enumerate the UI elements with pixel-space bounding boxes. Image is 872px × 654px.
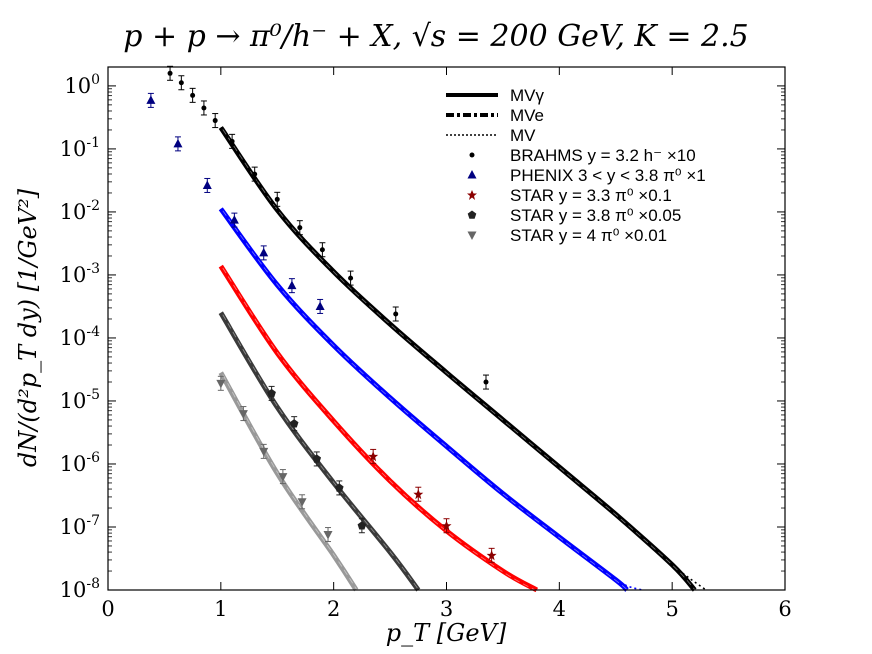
y-tick-label: 10-4 — [60, 324, 100, 350]
brahms-point — [190, 92, 196, 98]
brahms-point — [212, 118, 218, 124]
brahms-point — [297, 225, 303, 231]
legend-label: STAR y = 4 π⁰ ×0.01 — [510, 226, 667, 245]
brahms-point — [229, 138, 235, 144]
curve-mv-gamma — [218, 311, 421, 592]
brahms-point — [393, 311, 399, 317]
x-tick-label: 2 — [327, 597, 340, 621]
star-y33-point — [368, 451, 379, 462]
star-y33-point — [413, 489, 424, 500]
legend-marker — [467, 210, 477, 219]
brahms-point — [201, 105, 207, 111]
brahms-point — [178, 80, 184, 86]
x-tick-label: 5 — [665, 597, 678, 621]
star-y38-point — [335, 483, 344, 492]
star-y38-point — [357, 521, 367, 530]
legend-label: PHENIX 3 < y < 3.8 π⁰ ×1 — [510, 166, 706, 185]
brahms-point — [167, 70, 173, 76]
y-tick-label: 10-1 — [60, 135, 100, 161]
star-y33-point — [441, 520, 452, 531]
points-layer — [146, 65, 497, 563]
star-y4-point — [278, 473, 288, 482]
star-y38-point — [289, 419, 299, 428]
phenix-point — [315, 301, 325, 310]
x-axis-label: p_T [GeV] — [386, 619, 507, 647]
legend-label: STAR y = 3.3 π⁰ ×0.1 — [510, 186, 672, 205]
phenix-point — [202, 180, 212, 189]
curves-layer — [218, 126, 707, 593]
axes-layer: 0 1 2 3 4 5 6 100 10-1 10-2 10-3 10-4 10-5 10-6 10-7 10… — [60, 67, 792, 621]
star-y4-point — [323, 531, 333, 540]
legend-label: STAR y = 3.8 π⁰ ×0.05 — [510, 206, 681, 225]
legend-label: MVe — [510, 106, 544, 125]
legend-label: MVγ — [510, 86, 545, 105]
legend-marker — [469, 152, 475, 158]
curve-mv-gamma — [218, 264, 539, 593]
legend-marker — [467, 231, 477, 240]
brahms-point — [319, 247, 325, 253]
y-axis-label: dN/(d²p_T dy) [1/GeV²] — [14, 188, 42, 467]
phenix-point — [287, 280, 297, 290]
curve-mv-e — [222, 210, 630, 593]
star-y4-point — [259, 447, 269, 457]
legend-label: BRAHMS y = 3.2 h⁻ ×10 — [510, 146, 696, 165]
x-tick-label: 0 — [101, 597, 114, 621]
y-tick-label: 10-8 — [60, 576, 100, 602]
x-tick-label: 3 — [440, 597, 453, 621]
curve-mv-gamma — [218, 207, 629, 592]
star-y33-point — [486, 550, 497, 561]
brahms-point — [348, 275, 354, 281]
curve-mv-gamma — [218, 126, 697, 592]
x-tick-label: 1 — [214, 597, 227, 621]
curve-mv-dotted — [220, 208, 642, 591]
brahms-point — [483, 379, 489, 385]
chart-title: p + p → π⁰/h⁻ + X, √s = 200 GeV, K = 2.5 — [123, 19, 749, 54]
phenix-point — [229, 215, 239, 224]
y-tick-label: 100 — [64, 72, 100, 98]
legend-label: MV — [510, 126, 536, 145]
curve-mv-e — [222, 267, 539, 593]
phenix-point — [146, 95, 156, 104]
y-tick-label: 10-2 — [60, 198, 100, 224]
star-y4-point — [216, 379, 226, 389]
curve-mv-e — [222, 314, 421, 593]
curve-mv-e — [222, 129, 698, 593]
x-tick-label: 6 — [778, 597, 791, 621]
phenix-point — [173, 138, 183, 148]
brahms-point — [252, 171, 258, 177]
legend-marker — [467, 190, 477, 200]
y-tick-label: 10-7 — [60, 513, 100, 539]
x-tick-label: 4 — [553, 597, 566, 621]
y-tick-label: 10-5 — [60, 387, 100, 413]
legend-marker — [467, 170, 477, 179]
star-y4-point — [297, 498, 307, 507]
y-tick-label: 10-6 — [60, 450, 100, 476]
star-y38-point — [267, 388, 276, 398]
star-y38-point — [312, 454, 322, 463]
phenix-point — [259, 247, 269, 257]
y-tick-label: 10-3 — [60, 261, 100, 287]
star-y4-point — [238, 410, 248, 419]
brahms-point — [274, 196, 280, 202]
